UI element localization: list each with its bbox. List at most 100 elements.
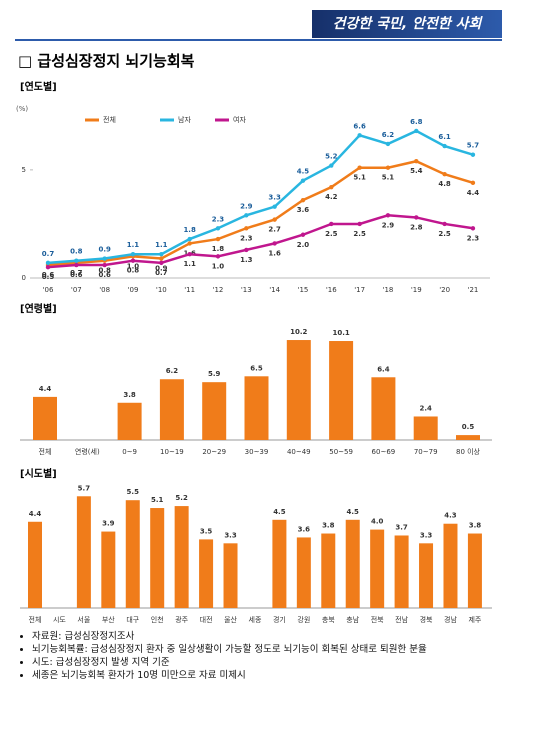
value-label: 1.1 (155, 241, 168, 249)
point (442, 221, 447, 227)
x-tick-label: 전북 (371, 615, 384, 624)
x-tick-label: '11 (184, 286, 195, 294)
x-tick-label: 경북 (420, 615, 433, 624)
point (357, 165, 362, 170)
value-label: 0.8 (127, 267, 140, 275)
x-tick-label: 전체 (39, 447, 52, 456)
value-label: 2.9 (240, 202, 253, 210)
bar (321, 533, 336, 608)
x-tick-label: '10 (156, 286, 167, 294)
bar (174, 506, 189, 608)
bar (101, 531, 116, 608)
x-tick-label: 연령(세) (75, 447, 100, 456)
value-label: 0.6 (42, 271, 55, 279)
value-label: 6.2 (166, 367, 179, 375)
x-tick-label: 전남 (395, 615, 408, 624)
value-label: 1.1 (183, 260, 196, 268)
bar (159, 379, 184, 440)
value-label: 6.1 (438, 133, 451, 141)
x-tick-label: '13 (241, 286, 252, 294)
bar (125, 500, 140, 608)
value-label: 0.7 (155, 269, 168, 277)
title: □ 급성심장정지 뇌기능회복 (18, 52, 195, 70)
value-label: 1.8 (183, 226, 196, 234)
bar (76, 496, 91, 608)
x-tick-label: '06 (43, 286, 54, 294)
value-label: 1.0 (212, 262, 225, 270)
value-label: 4.4 (39, 385, 52, 393)
point (300, 178, 306, 183)
bar (244, 376, 269, 440)
bar (345, 519, 360, 608)
bar (150, 508, 165, 608)
point (74, 262, 79, 268)
value-label: 3.3 (268, 194, 281, 202)
point (244, 247, 249, 253)
value-label: 3.6 (297, 206, 310, 214)
x-tick-label: '12 (213, 286, 224, 294)
value-label: 0.6 (98, 271, 111, 279)
value-label: 4.0 (371, 518, 384, 526)
x-tick-label: '07 (71, 286, 82, 294)
value-label: 5.1 (353, 174, 366, 182)
x-tick-label: '21 (468, 286, 479, 294)
point (244, 226, 249, 231)
point (329, 221, 334, 227)
series-line (47, 159, 474, 267)
bar (394, 535, 409, 608)
legend-label: 남자 (178, 115, 191, 124)
bar (456, 435, 480, 440)
value-label: 4.8 (438, 180, 451, 188)
x-tick-label: 대전 (200, 615, 213, 624)
point (215, 226, 221, 231)
bar (223, 543, 238, 608)
point (414, 159, 419, 164)
series-line (47, 214, 474, 269)
legend-label: 여자 (233, 115, 246, 124)
value-label: 5.2 (175, 494, 188, 502)
x-tick-label: 60~69 (372, 448, 396, 456)
value-label: 4.5 (273, 508, 286, 516)
value-label: 4.2 (325, 193, 338, 201)
x-tick-label: 충북 (322, 615, 335, 624)
point (187, 236, 192, 242)
value-label: 3.7 (395, 523, 408, 531)
point (187, 252, 192, 257)
value-label: 3.3 (420, 531, 433, 539)
x-tick-label: 인천 (151, 615, 164, 624)
point (329, 184, 334, 190)
point (45, 260, 51, 266)
value-label: 1.0 (127, 262, 140, 270)
value-label: 0.7 (42, 250, 55, 258)
x-tick-label: '20 (439, 286, 450, 294)
x-tick-label: 50~59 (329, 448, 353, 456)
value-label: 2.5 (438, 230, 451, 238)
point (244, 213, 249, 218)
value-label: 2.9 (382, 221, 395, 229)
value-label: 4.5 (347, 508, 360, 516)
point (300, 197, 306, 203)
point (470, 226, 476, 231)
x-tick-label: '16 (326, 286, 337, 294)
value-label: 2.0 (297, 241, 310, 249)
value-label: 5.7 (467, 142, 480, 150)
x-tick-label: '14 (269, 286, 280, 294)
point (102, 262, 107, 268)
point (442, 143, 447, 149)
bar (413, 416, 438, 440)
line-chart: (%) 0 5 '06 '07 '08 '09 '10 '11 '12 '13 '14 '15 '16 '1… (16, 105, 490, 294)
bar (443, 523, 458, 608)
value-label: 2.5 (325, 230, 338, 238)
point (385, 213, 391, 218)
point (159, 252, 164, 257)
header-rule (15, 39, 502, 41)
x-tick-label: 울산 (224, 615, 237, 624)
value-label: 3.9 (102, 520, 115, 528)
x-tick-label: 20~29 (202, 448, 226, 456)
bar (286, 340, 311, 440)
x-tick-label: 제주 (468, 616, 481, 624)
value-label: 4.3 (444, 512, 457, 520)
value-label: 10.1 (332, 329, 349, 337)
x-tick-label: 경기 (273, 615, 286, 624)
